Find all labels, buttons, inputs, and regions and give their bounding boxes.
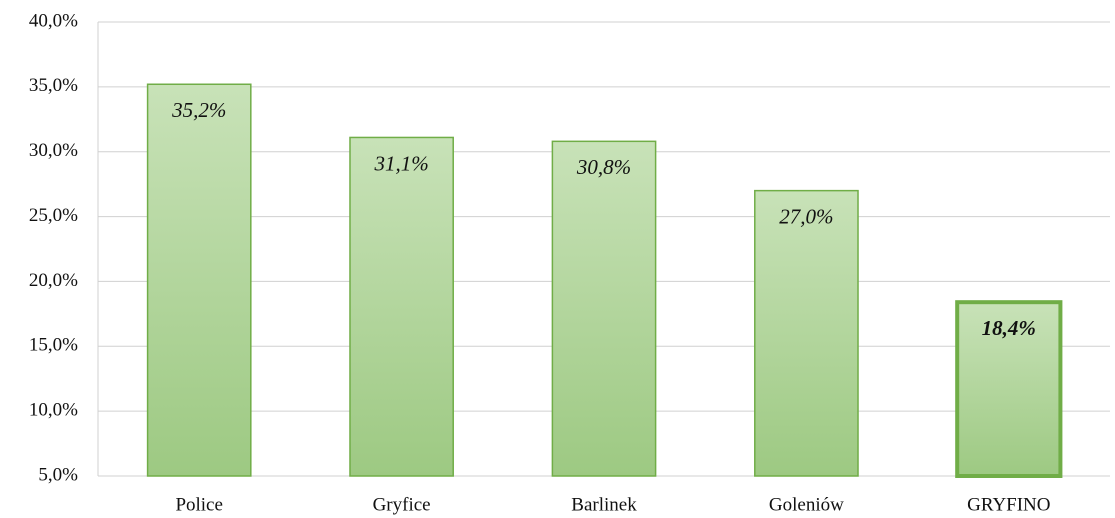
- y-tick-label: 20,0%: [29, 270, 78, 291]
- x-tick-label: GRYFINO: [967, 494, 1050, 515]
- y-tick-label: 5,0%: [38, 464, 78, 485]
- x-tick-label: Goleniów: [769, 494, 844, 515]
- value-label: 30,8%: [576, 155, 631, 179]
- y-tick-label: 30,0%: [29, 140, 78, 161]
- value-label: 31,1%: [373, 151, 428, 175]
- bar: [551, 140, 657, 477]
- y-tick-label: 40,0%: [29, 10, 78, 31]
- bar: [349, 136, 454, 477]
- y-tick-label: 25,0%: [29, 205, 78, 226]
- x-tick-label: Barlinek: [571, 494, 637, 515]
- value-label: 35,2%: [171, 98, 226, 122]
- bar: [146, 83, 252, 477]
- bar: [955, 300, 1063, 478]
- x-tick-label: Gryfice: [373, 494, 431, 515]
- y-tick-label: 10,0%: [29, 400, 78, 421]
- value-label: 27,0%: [779, 204, 833, 228]
- value-label: 18,4%: [982, 316, 1036, 340]
- bar: [754, 189, 859, 477]
- x-tick-label: Police: [175, 494, 223, 515]
- y-tick-label: 15,0%: [29, 335, 78, 356]
- y-tick-label: 35,0%: [29, 75, 78, 96]
